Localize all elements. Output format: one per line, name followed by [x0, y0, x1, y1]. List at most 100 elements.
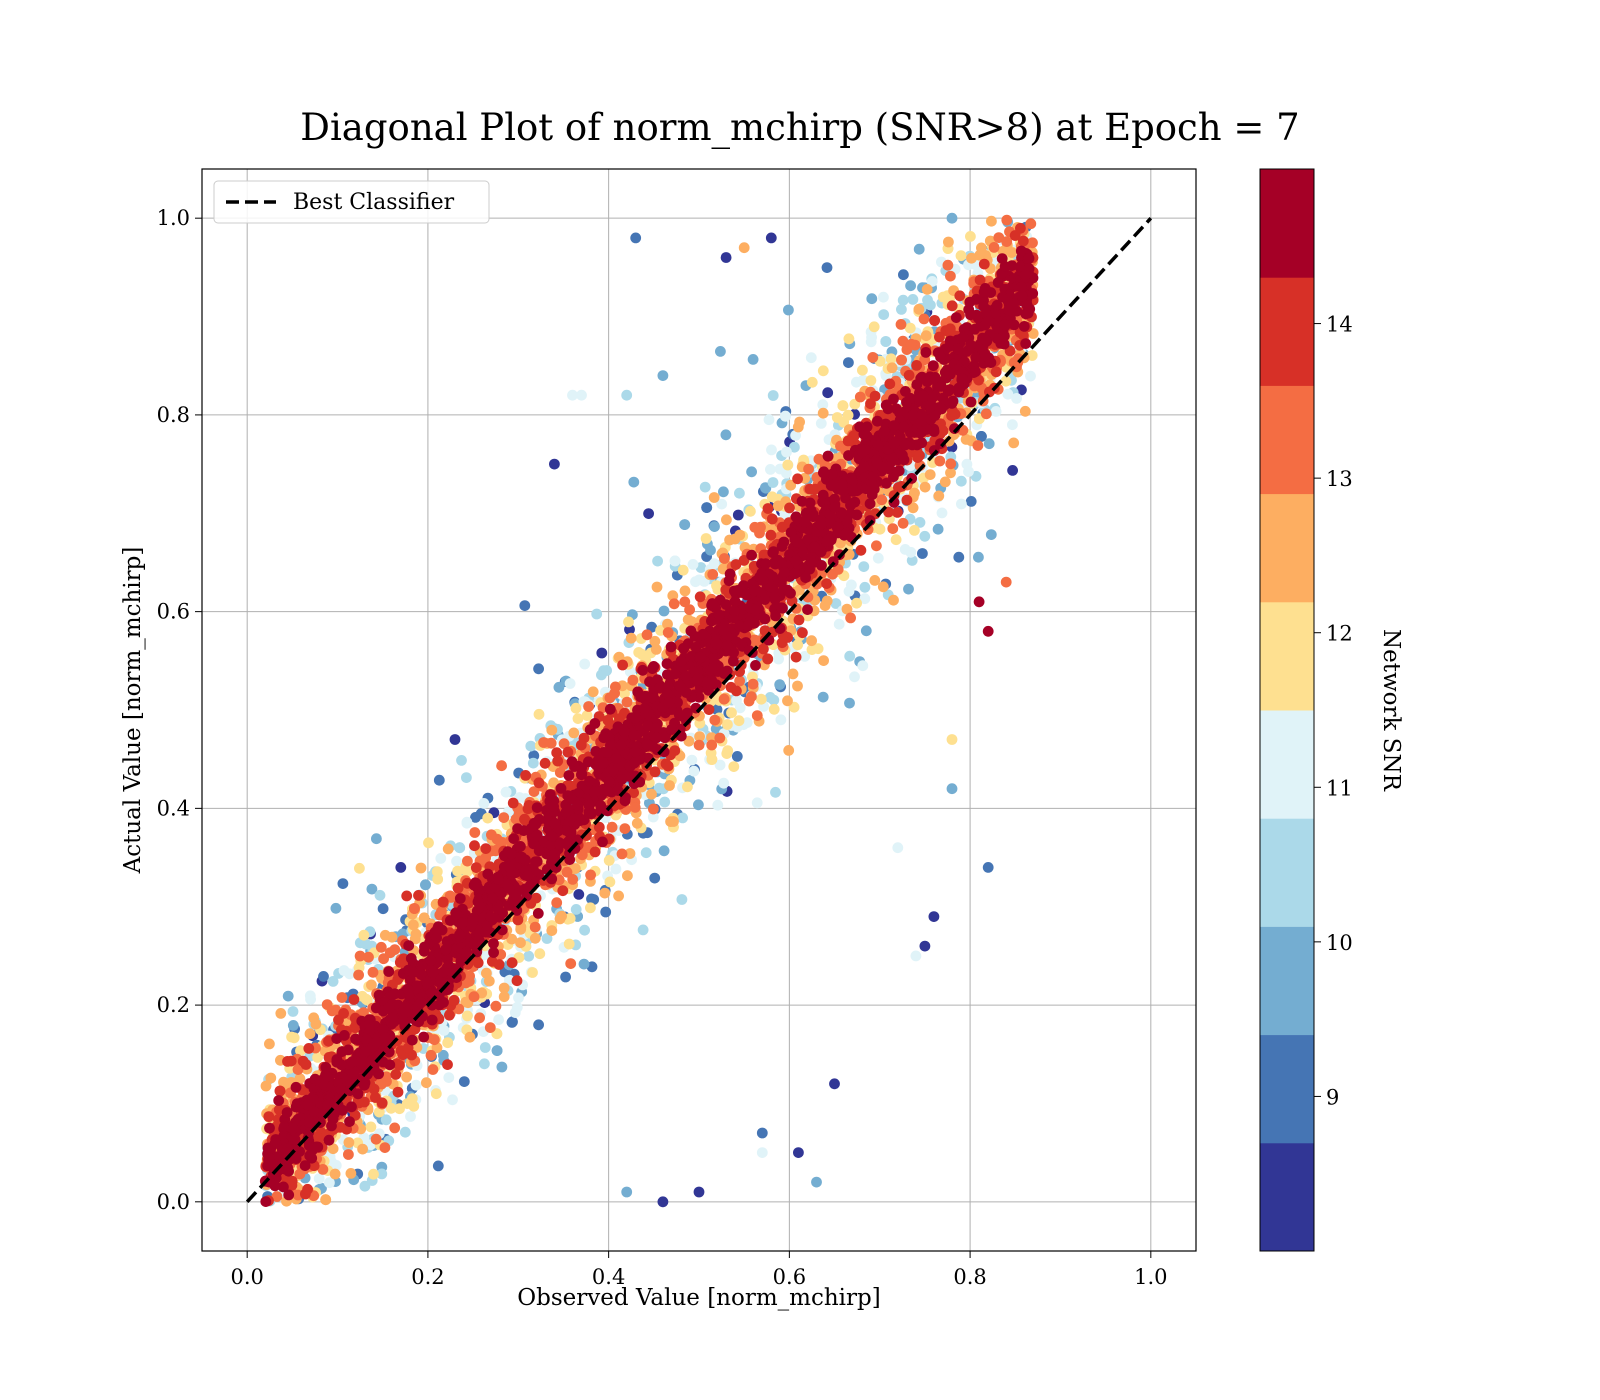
- scatter-point: [496, 1061, 508, 1073]
- scatter-point: [832, 564, 844, 575]
- scatter-point: [699, 481, 711, 493]
- scatter-point: [551, 897, 563, 909]
- scatter-point: [326, 1005, 338, 1017]
- scatter-point: [330, 902, 342, 914]
- scatter-point: [394, 957, 406, 968]
- scatter-point: [330, 1160, 342, 1171]
- scatter-point: [985, 529, 997, 540]
- scatter-point: [683, 735, 695, 747]
- scatter-point: [755, 693, 767, 705]
- scatter-point: [401, 1071, 412, 1083]
- scatter-point: [425, 1049, 437, 1061]
- scatter-point: [490, 1000, 502, 1012]
- scatter-point: [731, 695, 742, 706]
- scatter-point: [640, 847, 652, 859]
- scatter-point: [365, 1121, 377, 1133]
- scatter-point: [851, 376, 862, 388]
- scatter-point: [1026, 350, 1038, 361]
- scatter-point: [649, 635, 661, 647]
- scatter-point: [693, 799, 704, 811]
- scatter-point: [567, 874, 579, 885]
- scatter-point: [288, 1032, 300, 1044]
- scatter-point: [809, 483, 821, 495]
- scatter-point: [451, 855, 462, 867]
- scatter-point: [954, 290, 966, 302]
- scatter-point: [867, 352, 879, 363]
- scatter-point: [707, 569, 719, 580]
- scatter-point: [943, 236, 954, 248]
- scatter-point: [380, 1114, 392, 1126]
- scatter-point: [712, 584, 724, 595]
- scatter-point: [934, 331, 945, 343]
- scatter-point: [760, 482, 772, 494]
- scatter-point: [432, 1160, 444, 1172]
- scatter-point: [911, 360, 922, 371]
- scatter-point: [546, 925, 558, 936]
- scatter-point: [405, 1111, 416, 1122]
- scatter-point: [260, 1080, 272, 1092]
- scatter-point: [768, 694, 780, 706]
- scatter-point: [722, 719, 733, 730]
- scatter-point: [842, 409, 854, 421]
- scatter-point: [837, 400, 849, 412]
- scatter-point: [920, 330, 932, 342]
- scatter-point: [562, 746, 574, 758]
- scatter-point: [722, 745, 734, 757]
- scatter-point: [701, 502, 713, 513]
- scatter-point: [560, 971, 571, 983]
- scatter-point: [323, 1035, 334, 1047]
- scatter-point: [354, 862, 365, 874]
- scatter-point: [729, 533, 741, 545]
- scatter-point: [821, 595, 833, 607]
- scatter-point: [500, 786, 512, 798]
- scatter-point: [973, 551, 984, 563]
- scatter-point: [447, 1094, 458, 1106]
- scatter-point: [479, 1058, 490, 1070]
- scatter-point: [486, 829, 497, 841]
- scatter-point: [790, 430, 801, 441]
- scatter-point: [469, 827, 481, 838]
- scatter-point: [453, 1003, 465, 1015]
- scatter-point: [966, 252, 977, 264]
- scatter-point: [766, 491, 778, 503]
- scatter-point: [976, 431, 987, 442]
- scatter-point: [533, 663, 544, 675]
- scatter-point: [444, 1009, 455, 1021]
- scatter-point: [924, 469, 936, 480]
- scatter-point: [906, 555, 918, 566]
- scatter-point: [320, 1194, 332, 1206]
- scatter-point: [523, 950, 535, 962]
- scatter-point: [901, 494, 913, 506]
- scatter-point: [287, 1006, 299, 1017]
- scatter-point: [815, 418, 827, 429]
- scatter-point: [390, 1069, 402, 1080]
- scatter-point: [806, 635, 817, 647]
- scatter-point: [401, 890, 413, 902]
- scatter-point: [718, 777, 730, 789]
- scatter-point: [886, 362, 898, 374]
- scatter-point: [285, 1055, 297, 1067]
- scatter-point: [529, 921, 541, 933]
- scatter-point: [431, 866, 443, 877]
- scatter-point: [438, 1025, 450, 1036]
- scatter-point: [871, 540, 882, 552]
- scatter-point: [732, 509, 744, 521]
- scatter-point: [530, 892, 542, 904]
- scatter-point: [583, 701, 594, 712]
- scatter-point: [880, 336, 892, 347]
- scatter-point: [876, 494, 888, 506]
- scatter-point: [561, 866, 573, 878]
- scatter-point: [890, 534, 902, 546]
- scatter-point: [747, 678, 759, 690]
- scatter-point: [564, 913, 576, 924]
- scatter-point: [624, 848, 636, 859]
- scatter-point: [751, 710, 763, 721]
- scatter-point: [386, 931, 398, 943]
- scatter-point: [452, 865, 463, 877]
- scatter-point: [1011, 393, 1022, 404]
- scatter-point: [859, 593, 871, 605]
- scatter-point: [377, 903, 389, 915]
- scatter-point: [817, 399, 829, 411]
- scatter-point: [437, 896, 449, 908]
